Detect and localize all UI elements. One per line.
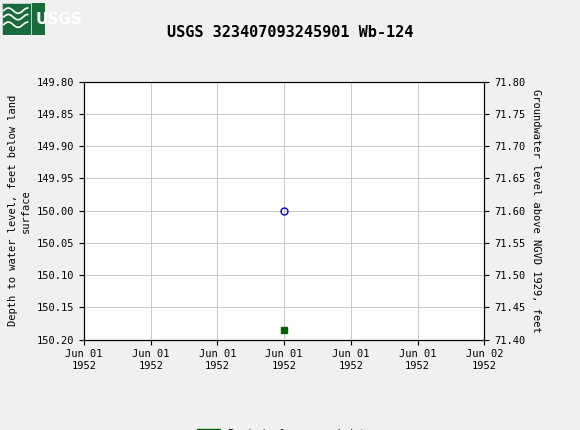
Legend: Period of approved data: Period of approved data: [193, 424, 376, 430]
FancyBboxPatch shape: [2, 3, 45, 35]
Text: USGS 323407093245901 Wb-124: USGS 323407093245901 Wb-124: [167, 25, 413, 40]
Text: USGS: USGS: [36, 12, 83, 27]
Y-axis label: Groundwater level above NGVD 1929, feet: Groundwater level above NGVD 1929, feet: [531, 89, 541, 332]
Y-axis label: Depth to water level, feet below land
surface: Depth to water level, feet below land su…: [8, 95, 31, 326]
